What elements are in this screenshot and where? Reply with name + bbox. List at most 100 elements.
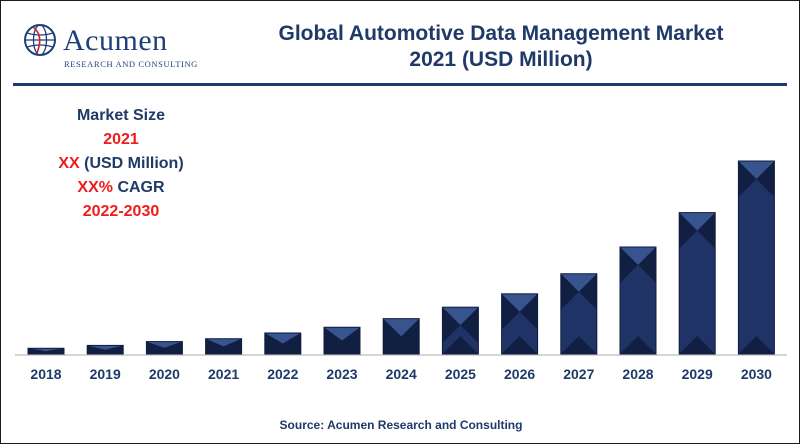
market-size-label: Market Size [76,107,166,124]
bar-outline [323,326,361,355]
bar-2025 [441,306,479,355]
bar-outline [441,306,479,355]
source-note: Source: Acumen Research and Consulting [279,418,523,432]
bar-bevel-bottom [679,336,716,354]
bar-outline [560,273,598,355]
bar-bevel-right [105,345,124,354]
bar-2029 [678,212,716,355]
bar-outline [501,293,539,355]
bar-bevel-bottom [501,336,538,354]
x-tick-label-2030: 2030 [741,366,772,382]
bar-bevel-left [620,246,638,283]
bar-bevel-top [383,318,420,337]
bar-bevel-left [383,318,402,354]
bar-bevel-left [146,341,165,354]
x-tick-label-2018: 2018 [30,366,61,382]
bar-bevel-right [638,246,656,283]
x-tick-label-2022: 2022 [267,366,298,382]
bar-bevel-top [679,212,716,231]
cagr-value-xx: XX% [77,179,113,196]
brand-name: Acumen [63,24,168,57]
chart-title: Global Automotive Data Management Market… [221,21,781,73]
x-tick-label-2021: 2021 [208,366,239,382]
x-tick-label-2019: 2019 [90,366,121,382]
bar-body [738,161,775,354]
bar-2018 [27,347,65,355]
bar-bevel-right [578,273,597,310]
bar-2027 [560,273,598,355]
bar-bevel-top [87,345,124,350]
bar-bevel-right [460,307,479,344]
globe-icon [24,24,56,56]
bar-bevel-right [282,332,301,354]
market-size-box: Market Size 2021 XX (USD Million) XX% CA… [31,104,211,224]
bar-bevel-left [324,327,342,354]
bar-bevel-left [205,338,224,354]
bar-bevel-right [519,293,538,330]
bar-bevel-bottom [264,343,301,354]
bar-bevel-left [442,307,461,344]
bar-bevel-bottom [442,336,479,354]
bar-bevel-right [697,212,716,249]
x-tick-label-2028: 2028 [622,366,653,382]
bar-bevel-left [87,345,106,354]
bar-2026 [501,293,539,355]
bar-bevel-right [342,327,360,354]
bar-bevel-top [560,273,597,292]
x-tick-label-2026: 2026 [504,366,535,382]
bar-bevel-right [223,338,242,354]
bar-bevel-top [324,327,360,341]
market-size-value-xx: XX [58,155,80,172]
bar-bevel-right [401,318,420,354]
market-size-year: 2021 [103,131,139,148]
bar-bevel-left [501,293,520,330]
bar-bevel-left [264,332,283,354]
x-tick-label-2024: 2024 [386,366,417,382]
bar-outline [27,347,65,355]
bar-2021 [205,338,243,355]
x-tick-label-2023: 2023 [326,366,357,382]
bar-outline [382,318,420,355]
bar-outline [145,341,183,355]
bar-bevel-top [501,293,538,312]
bar-bevel-right [46,348,64,354]
bar-outline [205,338,243,355]
brand-tagline: RESEARCH AND CONSULTING [64,59,198,69]
x-tick-label-2020: 2020 [149,366,180,382]
bar-bevel-top [738,161,775,179]
bar-bevel-bottom [324,340,360,354]
chart-title-line2: 2021 (USD Million) [409,48,593,71]
bar-2023 [323,326,361,355]
bar-bevel-top [442,307,479,326]
bar-2028 [619,246,657,355]
bar-2020 [145,341,183,355]
bar-bevel-left [560,273,579,310]
title-divider [13,83,787,86]
forecast-period: 2022-2030 [82,203,160,220]
bar-bevel-bottom [28,351,64,354]
bar-bevel-left [738,161,757,197]
bar-bevel-bottom [205,346,242,354]
x-tick-label-2029: 2029 [682,366,713,382]
market-size-value: XX (USD Million) [31,152,211,176]
chart-title-line1: Global Automotive Data Management Market [278,22,724,45]
bar-2024 [382,318,420,355]
bar-bevel-top [146,341,183,348]
bar-2019 [86,344,124,355]
cagr-label: CAGR [113,179,165,196]
bar-bevel-left [679,212,698,249]
acumen-logo: Acumen RESEARCH AND CONSULTING [23,21,203,73]
bar-bevel-bottom [620,336,656,354]
bar-bevel-bottom [738,336,775,354]
bar-bevel-bottom [560,336,597,354]
bar-outline [678,212,716,355]
market-size-cagr: XX% CAGR [31,176,211,200]
bar-outline [264,332,302,355]
bar-outline [86,344,124,355]
bar-bevel-bottom [383,336,420,354]
bar-bevel-right [756,161,775,197]
bar-outline [737,160,775,355]
bar-bevel-bottom [146,347,183,354]
